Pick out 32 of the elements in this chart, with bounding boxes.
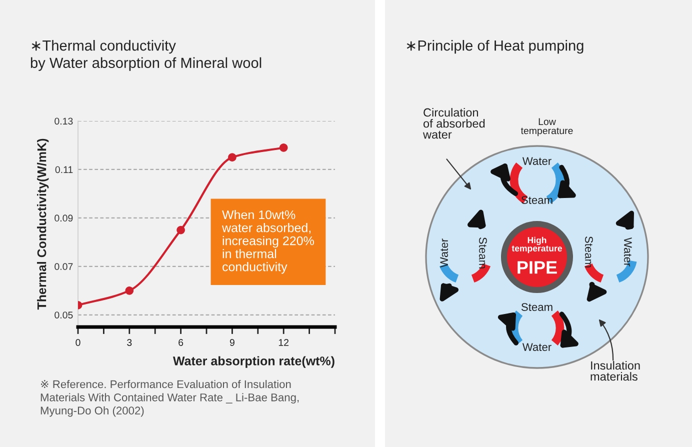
y-tick-label: 0.09 xyxy=(54,214,73,222)
text: Steam xyxy=(585,236,593,268)
point xyxy=(176,226,185,234)
x-tick-label: 6 xyxy=(178,339,184,346)
y-axis-title: Thermal Conductivity(W/mK) xyxy=(37,138,49,310)
x-tick-label: 3 xyxy=(127,339,132,346)
text: ∗Principle of Heat pumping xyxy=(406,40,584,54)
y-tick-label: 0.11 xyxy=(55,166,73,174)
point xyxy=(125,286,134,295)
point xyxy=(279,143,288,152)
text: Water xyxy=(522,343,552,351)
text: Steam xyxy=(479,237,487,268)
text: Water xyxy=(522,157,552,165)
text: Circulation of absorbed water xyxy=(422,108,485,139)
y-tick-label: 0.05 xyxy=(54,312,73,318)
x-tick-label: 9 xyxy=(230,339,234,346)
y-tick-label: 0.13 xyxy=(54,118,73,125)
text: Low temperature xyxy=(520,118,573,136)
x-axis-title: Water absorption rate(wt%) xyxy=(172,356,334,368)
text: Water xyxy=(624,237,632,266)
annotation: When 10wt% water absorbed, increasing 220% in thermal conductivity xyxy=(222,210,314,274)
point xyxy=(228,153,236,162)
x-tick-label: 12 xyxy=(278,339,289,346)
x-tick-label: 0 xyxy=(76,339,80,346)
text: ※ Reference. Performance Evaluation of Insulation Materials With Contained Water Rate _ Li-Bae Bang, Myung-Do Oh (2002) xyxy=(40,380,299,417)
y-tick-label: 0.07 xyxy=(54,263,73,270)
text: High temperature xyxy=(512,236,562,254)
text: Water xyxy=(440,238,448,268)
chart-title: ∗Thermal conductivity by Water absorption of Mineral wool xyxy=(30,40,262,71)
text: Steam xyxy=(521,303,552,311)
text: PIPE xyxy=(518,261,557,274)
text: Insulation materials xyxy=(590,361,640,381)
